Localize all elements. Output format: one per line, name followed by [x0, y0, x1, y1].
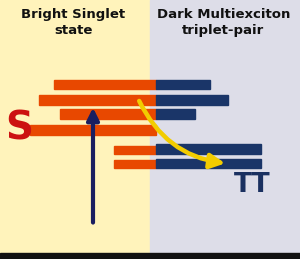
Text: Dark Multiexciton
triplet-pair: Dark Multiexciton triplet-pair	[157, 8, 290, 37]
Bar	[60, 109, 156, 119]
Bar	[114, 146, 156, 154]
Bar	[156, 95, 228, 105]
Bar	[39, 95, 156, 105]
Bar	[54, 80, 156, 89]
Bar	[0, 0, 150, 259]
Bar	[156, 109, 195, 119]
Text: Bright Singlet
state: Bright Singlet state	[21, 8, 126, 37]
Text: TT: TT	[234, 172, 270, 198]
Bar	[156, 159, 261, 168]
Bar	[150, 0, 300, 259]
Bar	[0, 253, 300, 259]
Bar	[114, 160, 156, 168]
Bar	[30, 125, 156, 135]
Bar	[156, 144, 261, 154]
Text: S: S	[5, 109, 34, 147]
Bar	[156, 80, 210, 89]
